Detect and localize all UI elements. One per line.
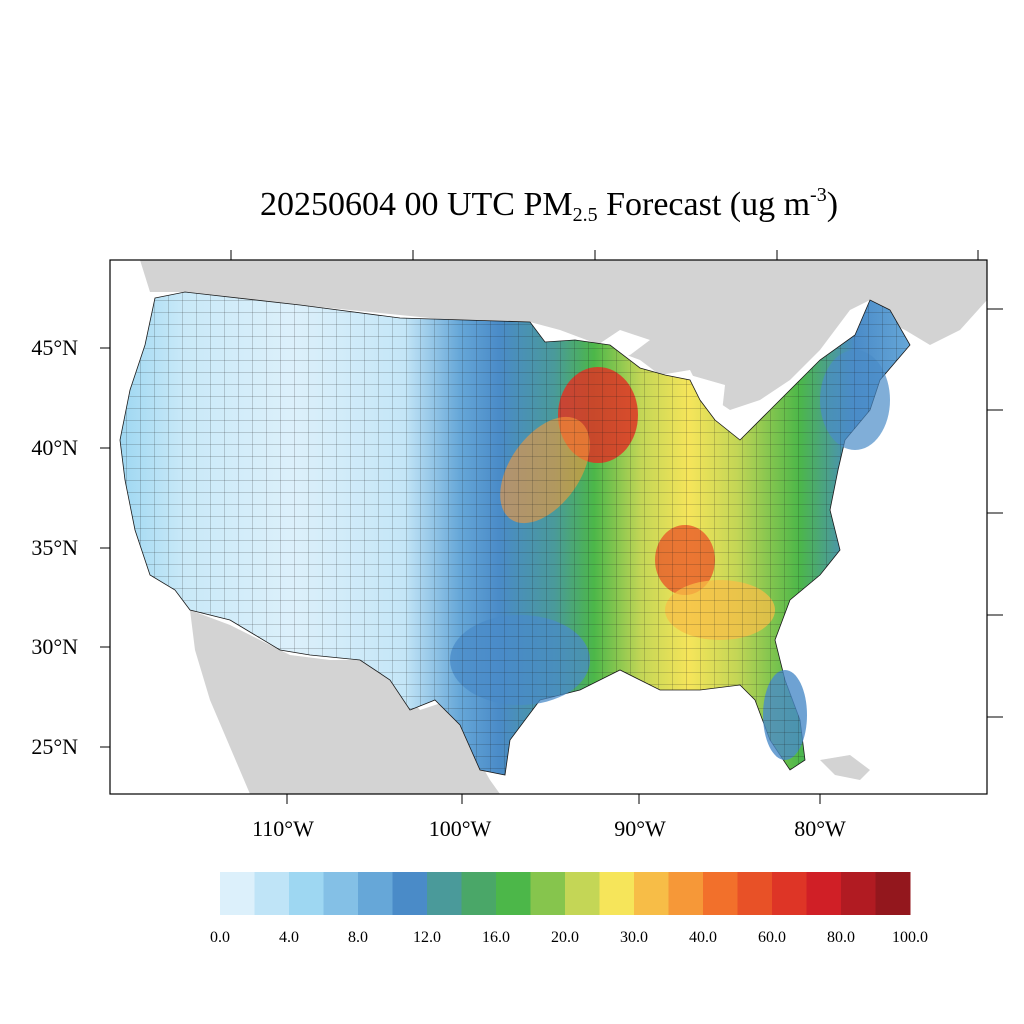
- title-superscript: -3: [810, 184, 827, 206]
- lon-label-80w: 80°W: [794, 816, 846, 841]
- canada-landmass: [110, 260, 987, 410]
- colorbar-swatch: [530, 872, 566, 915]
- colorbar-swatch: [806, 872, 842, 915]
- colorbar-swatch: [254, 872, 290, 915]
- title-main: 20250604 00 UTC PM: [259, 186, 573, 223]
- colorbar-label: 16.0: [482, 929, 510, 946]
- colorbar-swatch: [427, 872, 462, 915]
- axis-ticks: [100, 250, 1003, 804]
- lat-label-45: 45°N: [31, 335, 78, 360]
- colorbar-label: 8.0: [348, 929, 368, 946]
- title-tail: Forecast (ug m: [597, 186, 811, 223]
- colorbar-swatch: [358, 872, 393, 915]
- colorbar-label: 20.0: [551, 929, 579, 946]
- colorbar: [220, 872, 911, 915]
- colorbar-swatch: [875, 872, 911, 915]
- colorbar-swatch: [289, 872, 324, 915]
- map-frame-content: [110, 260, 987, 794]
- colorbar-swatch: [634, 872, 669, 915]
- colorbar-label: 4.0: [279, 929, 299, 946]
- title-subscript: 2.5: [572, 204, 598, 226]
- lat-label-30: 30°N: [31, 634, 78, 659]
- colorbar-swatch: [220, 872, 255, 915]
- colorbar-label: 80.0: [827, 929, 855, 946]
- title-close: ): [826, 186, 839, 223]
- colorbar-label: 40.0: [689, 929, 717, 946]
- county-boundaries: [120, 292, 910, 775]
- colorbar-swatch: [737, 872, 773, 915]
- colorbar-swatch: [392, 872, 428, 915]
- colorbar-swatch: [703, 872, 738, 915]
- colorbar-swatch: [323, 872, 359, 915]
- colorbar-label: 60.0: [758, 929, 786, 946]
- mexico-landmass: [190, 610, 500, 794]
- map-title: 20250604 00 UTC PM2.5 Forecast (ug m-3): [0, 184, 1024, 226]
- colorbar-swatch: [565, 872, 600, 915]
- lat-label-25: 25°N: [31, 734, 78, 759]
- lon-label-110w: 110°W: [252, 816, 314, 841]
- cuba-landmass: [820, 755, 870, 780]
- colorbar-label: 100.0: [892, 929, 928, 946]
- colorbar-swatch: [772, 872, 807, 915]
- lat-label-35: 35°N: [31, 535, 78, 560]
- colorbar-swatch: [461, 872, 497, 915]
- lon-label-100w: 100°W: [428, 816, 492, 841]
- colorbar-swatch: [599, 872, 635, 915]
- map-frame: [109, 259, 988, 795]
- colorbar-swatch: [496, 872, 531, 915]
- lat-label-40: 40°N: [31, 435, 78, 460]
- colorbar-swatch: [668, 872, 704, 915]
- colorbar-label: 0.0: [210, 929, 230, 946]
- lon-label-90w: 90°W: [614, 816, 666, 841]
- colorbar-label: 30.0: [620, 929, 648, 946]
- colorbar-label: 12.0: [413, 929, 441, 946]
- colorbar-swatch: [841, 872, 876, 915]
